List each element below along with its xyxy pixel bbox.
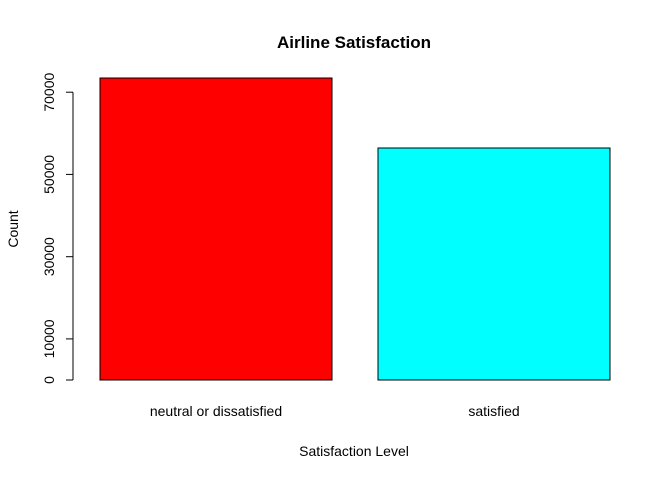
y-axis: 0 10000 30000 50000 70000	[41, 73, 74, 384]
x-tick-label: satisfied	[468, 403, 519, 419]
bars-group	[99, 77, 611, 381]
x-tick-label: neutral or dissatisfied	[150, 403, 282, 419]
y-tick-label: 70000	[41, 73, 57, 112]
x-axis-label: Satisfaction Level	[299, 443, 409, 459]
bar-neutral-or-dissatisfied	[99, 77, 333, 381]
x-axis-tick-labels: neutral or dissatisfied satisfied	[150, 403, 520, 419]
y-tick-label: 0	[41, 376, 57, 384]
y-tick-label: 50000	[41, 155, 57, 194]
y-tick-label: 10000	[41, 319, 57, 358]
chart-title: Airline Satisfaction	[277, 33, 431, 52]
y-axis-label: Count	[5, 210, 21, 247]
y-tick-label: 30000	[41, 237, 57, 276]
bar-satisfied	[377, 147, 611, 381]
